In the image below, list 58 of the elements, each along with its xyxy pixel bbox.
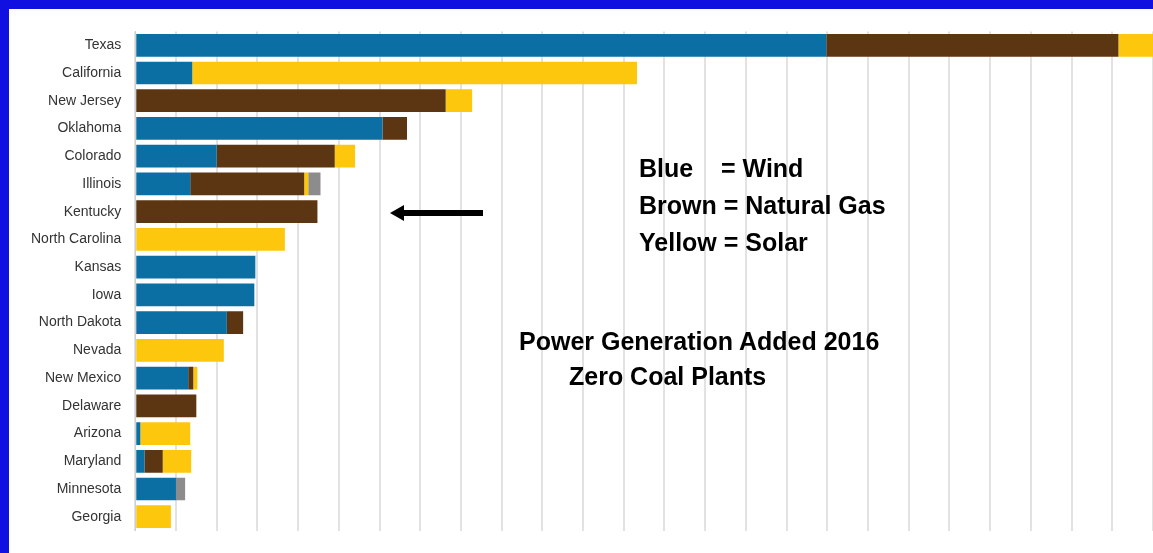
- bar: [445, 89, 473, 113]
- y-tick-label: North Carolina: [31, 230, 122, 247]
- bar: [188, 366, 194, 390]
- y-tick-label: Georgia: [71, 507, 122, 524]
- bar: [136, 228, 285, 251]
- bar: [1118, 33, 1153, 57]
- y-tick-label: North Dakota: [38, 313, 122, 330]
- bar: [308, 172, 321, 196]
- bar: [175, 477, 186, 501]
- bar: [136, 366, 189, 390]
- bar: [193, 366, 198, 390]
- bar: [190, 172, 305, 196]
- bar: [226, 311, 244, 334]
- bar: [136, 311, 227, 334]
- annotation: Yellow = Solar: [639, 228, 808, 257]
- y-tick-label: Delaware: [62, 396, 122, 413]
- bar: [136, 144, 217, 168]
- bar: [192, 61, 638, 85]
- bar: [136, 338, 224, 362]
- y-tick-label: Illinois: [82, 174, 122, 191]
- y-tick-label: Nevada: [73, 341, 122, 358]
- bar: [136, 61, 193, 85]
- bar: [136, 477, 176, 501]
- y-tick-label: Kentucky: [63, 202, 122, 219]
- bar: [136, 255, 256, 279]
- bar: [136, 200, 318, 224]
- y-tick-label: Maryland: [63, 452, 122, 469]
- bar: [136, 505, 171, 529]
- bar: [136, 89, 446, 113]
- y-tick-label: New Jersey: [48, 91, 122, 108]
- y-tick-label: California: [62, 63, 122, 80]
- bar: [136, 394, 197, 418]
- annotation: Power Generation Added 2016: [519, 327, 880, 356]
- y-tick-label: Oklahoma: [57, 119, 122, 136]
- bar: [136, 172, 191, 196]
- y-tick-label: Colorado: [64, 147, 122, 164]
- bar: [136, 33, 827, 57]
- bar: [136, 283, 255, 307]
- bar: [826, 33, 1119, 57]
- bar: [162, 449, 192, 473]
- bar: [304, 172, 309, 196]
- bar: [140, 422, 191, 445]
- y-tick-label: Iowa: [91, 285, 122, 302]
- bar: [136, 422, 141, 445]
- bar: [136, 449, 145, 473]
- y-tick-label: Arizona: [73, 424, 122, 441]
- y-tick-label: New Mexico: [45, 368, 122, 385]
- bar: [216, 144, 335, 168]
- annotation: Brown = Natural Gas: [639, 191, 886, 220]
- y-tick-label: Minnesota: [56, 479, 122, 496]
- bar: [136, 117, 383, 140]
- y-tick-label: Kansas: [74, 257, 122, 274]
- y-tick-label: Texas: [84, 36, 122, 53]
- bar: [382, 117, 407, 140]
- annotation: Zero Coal Plants: [569, 362, 767, 391]
- bar: [144, 449, 163, 473]
- annotation: Blue = Wind: [639, 154, 804, 183]
- bar: [334, 144, 356, 168]
